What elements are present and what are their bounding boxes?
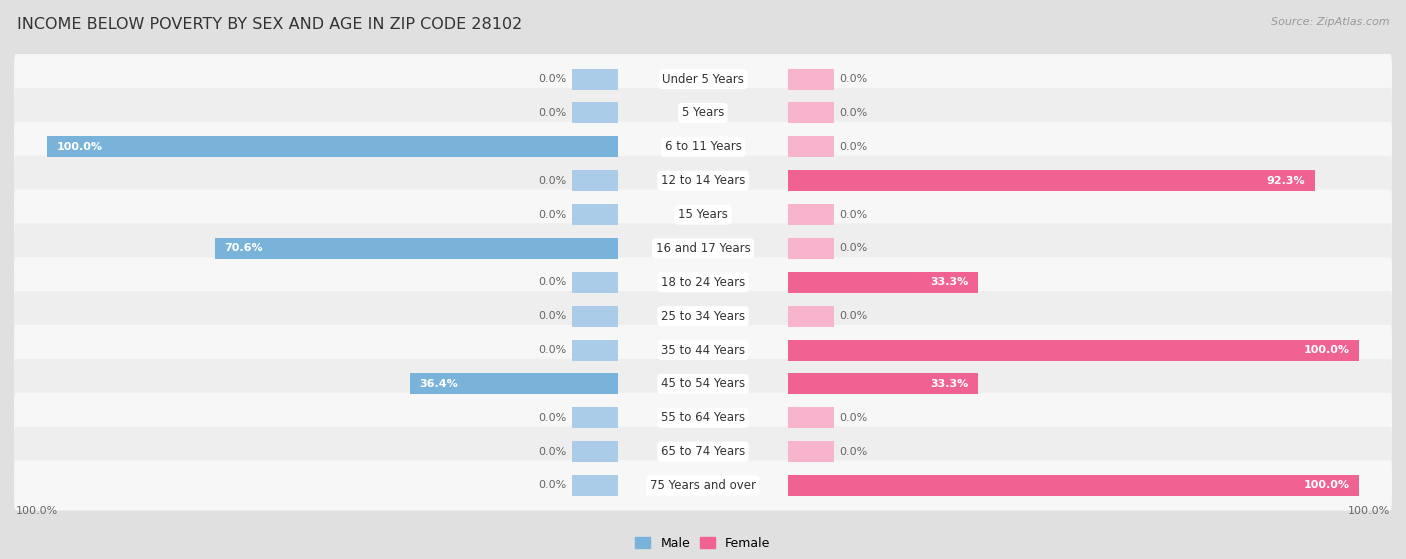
- Text: 0.0%: 0.0%: [538, 481, 567, 490]
- Bar: [572, 272, 617, 293]
- Text: 0.0%: 0.0%: [839, 311, 868, 321]
- Text: 0.0%: 0.0%: [839, 142, 868, 152]
- Text: 0.0%: 0.0%: [538, 311, 567, 321]
- Text: 45 to 54 Years: 45 to 54 Years: [661, 377, 745, 390]
- Bar: [789, 475, 1360, 496]
- Bar: [215, 238, 617, 259]
- Bar: [789, 170, 1315, 191]
- FancyBboxPatch shape: [14, 427, 1392, 477]
- Text: Source: ZipAtlas.com: Source: ZipAtlas.com: [1271, 17, 1389, 27]
- Bar: [572, 475, 617, 496]
- Text: 0.0%: 0.0%: [839, 413, 868, 423]
- Legend: Male, Female: Male, Female: [636, 537, 770, 550]
- FancyBboxPatch shape: [14, 257, 1392, 307]
- Text: 0.0%: 0.0%: [839, 243, 868, 253]
- Bar: [572, 408, 617, 428]
- Bar: [789, 306, 834, 326]
- Bar: [572, 339, 617, 361]
- Text: 0.0%: 0.0%: [538, 176, 567, 186]
- Text: 0.0%: 0.0%: [538, 447, 567, 457]
- Text: 18 to 24 Years: 18 to 24 Years: [661, 276, 745, 289]
- Text: 100.0%: 100.0%: [1348, 506, 1391, 516]
- Text: 0.0%: 0.0%: [839, 74, 868, 84]
- Bar: [572, 170, 617, 191]
- Bar: [789, 339, 1360, 361]
- Bar: [789, 136, 834, 157]
- Text: 6 to 11 Years: 6 to 11 Years: [665, 140, 741, 153]
- FancyBboxPatch shape: [14, 325, 1392, 375]
- Bar: [46, 136, 617, 157]
- Text: 70.6%: 70.6%: [225, 243, 263, 253]
- Bar: [789, 373, 979, 395]
- Text: 100.0%: 100.0%: [56, 142, 103, 152]
- Text: 55 to 64 Years: 55 to 64 Years: [661, 411, 745, 424]
- Text: 16 and 17 Years: 16 and 17 Years: [655, 242, 751, 255]
- Text: Under 5 Years: Under 5 Years: [662, 73, 744, 86]
- FancyBboxPatch shape: [14, 291, 1392, 341]
- Text: INCOME BELOW POVERTY BY SEX AND AGE IN ZIP CODE 28102: INCOME BELOW POVERTY BY SEX AND AGE IN Z…: [17, 17, 522, 32]
- Bar: [789, 102, 834, 124]
- FancyBboxPatch shape: [14, 122, 1392, 172]
- FancyBboxPatch shape: [14, 88, 1392, 138]
- Text: 75 Years and over: 75 Years and over: [650, 479, 756, 492]
- Text: 92.3%: 92.3%: [1267, 176, 1305, 186]
- Text: 35 to 44 Years: 35 to 44 Years: [661, 344, 745, 357]
- Text: 100.0%: 100.0%: [1303, 345, 1350, 355]
- Text: 0.0%: 0.0%: [839, 447, 868, 457]
- Bar: [572, 102, 617, 124]
- FancyBboxPatch shape: [14, 359, 1392, 409]
- Text: 36.4%: 36.4%: [420, 379, 458, 389]
- FancyBboxPatch shape: [14, 393, 1392, 443]
- Text: 0.0%: 0.0%: [538, 210, 567, 220]
- Bar: [411, 373, 617, 395]
- Bar: [572, 441, 617, 462]
- Bar: [789, 272, 979, 293]
- Text: 0.0%: 0.0%: [839, 210, 868, 220]
- FancyBboxPatch shape: [14, 190, 1392, 240]
- Bar: [789, 408, 834, 428]
- Bar: [789, 69, 834, 89]
- FancyBboxPatch shape: [14, 461, 1392, 510]
- Text: 12 to 14 Years: 12 to 14 Years: [661, 174, 745, 187]
- Text: 0.0%: 0.0%: [538, 277, 567, 287]
- Text: 15 Years: 15 Years: [678, 208, 728, 221]
- Bar: [572, 306, 617, 326]
- Text: 0.0%: 0.0%: [538, 74, 567, 84]
- Text: 0.0%: 0.0%: [538, 345, 567, 355]
- Bar: [572, 69, 617, 89]
- FancyBboxPatch shape: [14, 224, 1392, 273]
- FancyBboxPatch shape: [14, 155, 1392, 206]
- Text: 65 to 74 Years: 65 to 74 Years: [661, 445, 745, 458]
- Text: 100.0%: 100.0%: [1303, 481, 1350, 490]
- Bar: [572, 204, 617, 225]
- Bar: [789, 204, 834, 225]
- FancyBboxPatch shape: [14, 54, 1392, 104]
- Text: 5 Years: 5 Years: [682, 106, 724, 120]
- Text: 33.3%: 33.3%: [931, 379, 969, 389]
- Text: 0.0%: 0.0%: [538, 413, 567, 423]
- Bar: [789, 238, 834, 259]
- Text: 0.0%: 0.0%: [839, 108, 868, 118]
- Bar: [789, 441, 834, 462]
- Text: 100.0%: 100.0%: [15, 506, 58, 516]
- Text: 33.3%: 33.3%: [931, 277, 969, 287]
- Text: 0.0%: 0.0%: [538, 108, 567, 118]
- Text: 25 to 34 Years: 25 to 34 Years: [661, 310, 745, 323]
